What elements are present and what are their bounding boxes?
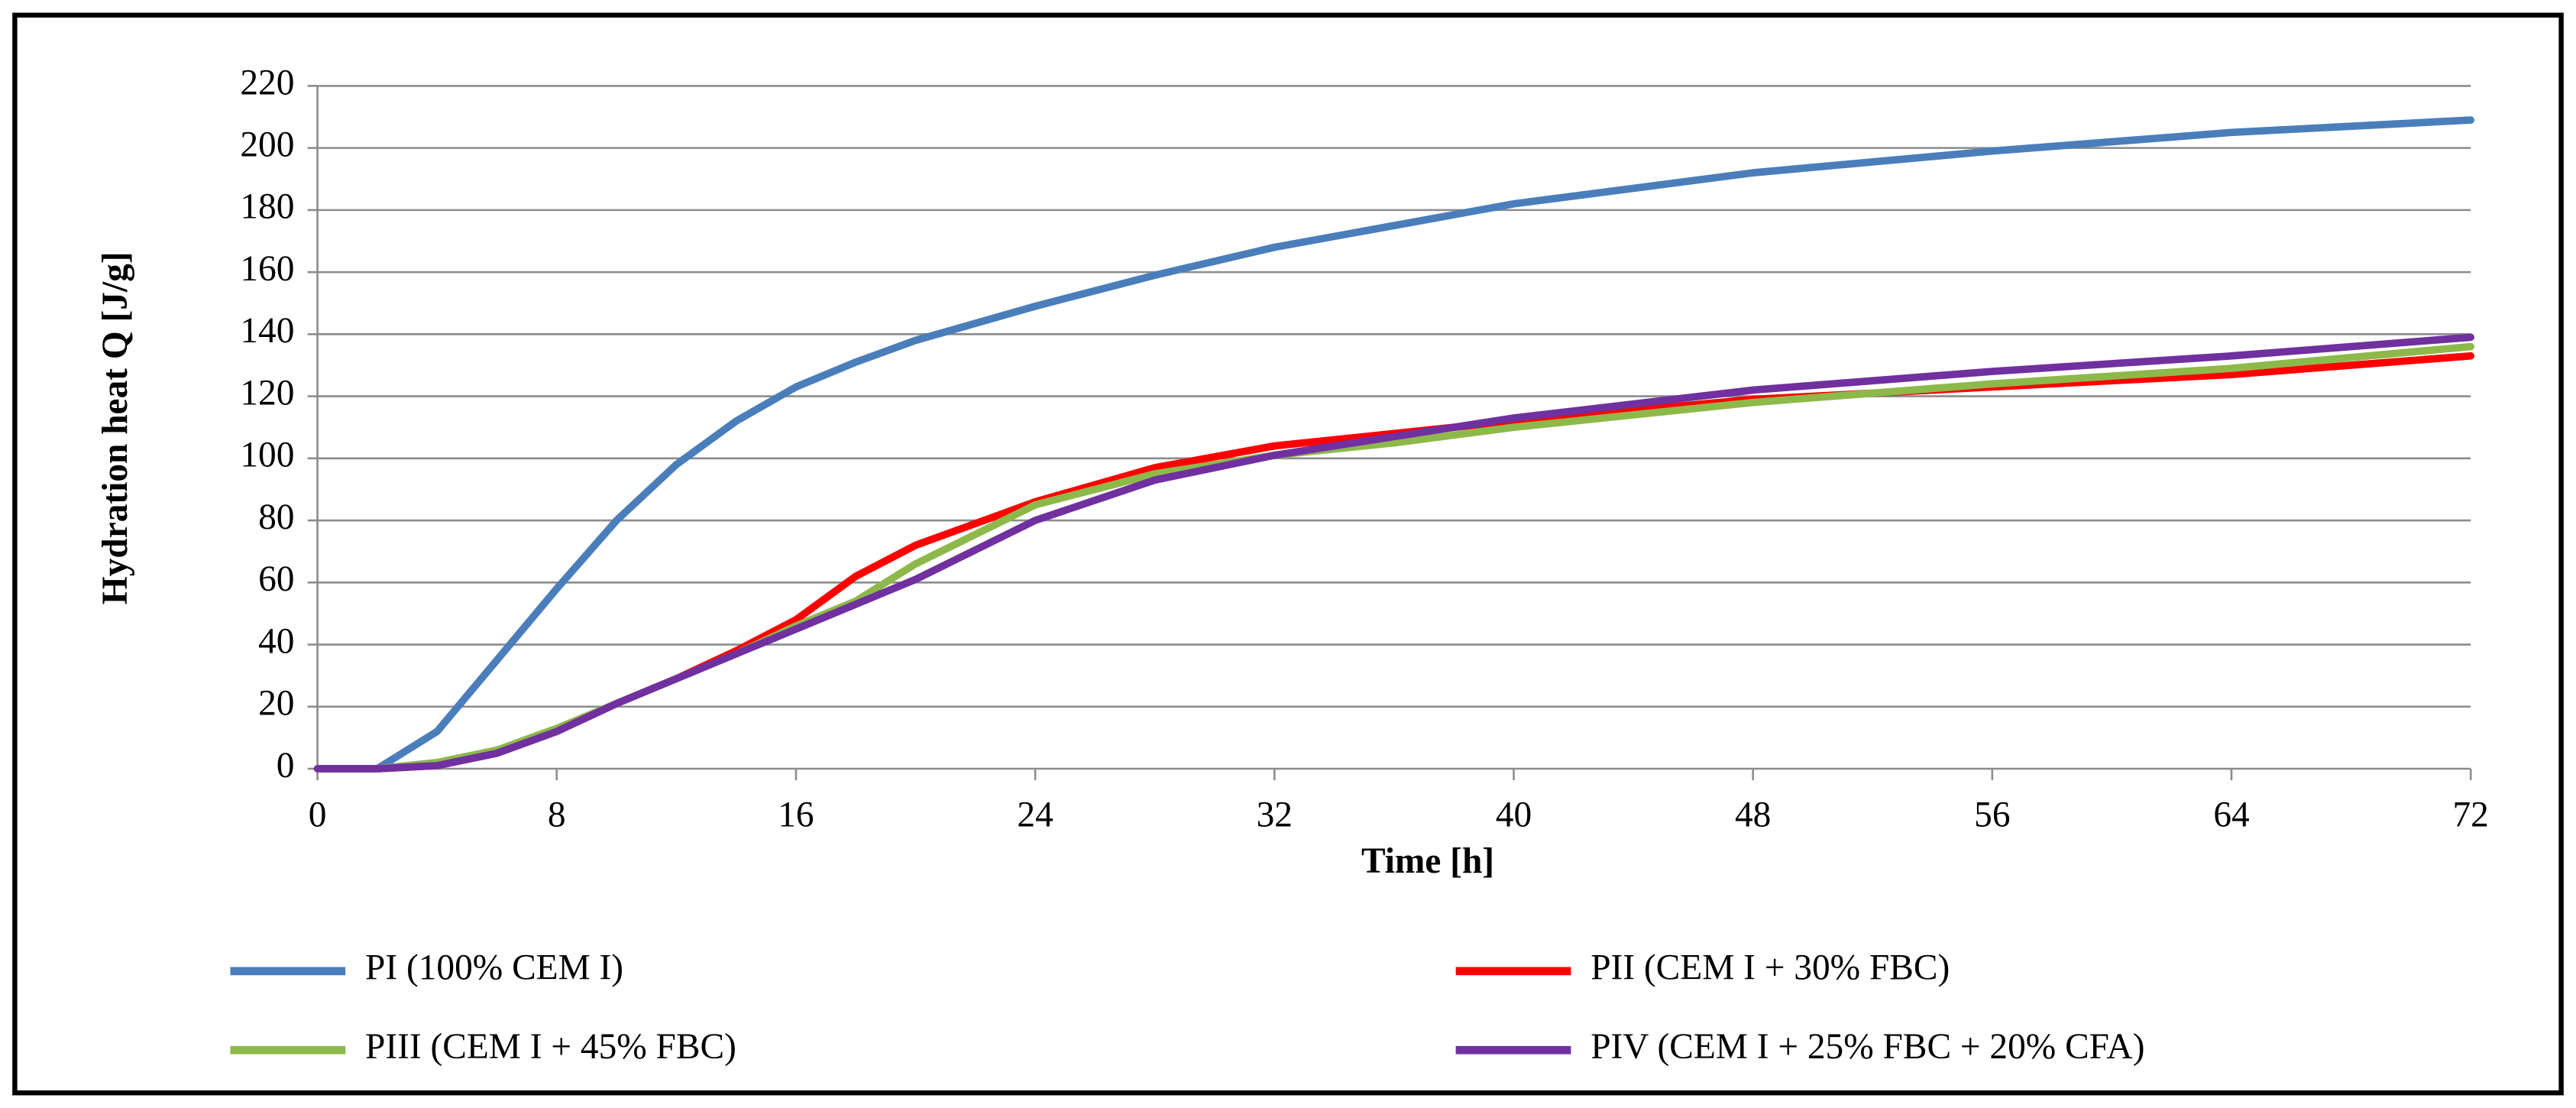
- series-line: [313, 116, 2475, 773]
- y-tick-label: 80: [258, 497, 294, 537]
- x-tick-label: 8: [548, 795, 566, 834]
- series-line: [313, 333, 2475, 773]
- x-tick-label: 64: [2213, 795, 2249, 834]
- x-tick-label: 56: [1974, 795, 2010, 834]
- frame: [12, 12, 2564, 1096]
- y-tick-label: 0: [277, 746, 295, 786]
- legend-label: PII (CEM I + 30% FBC): [1591, 948, 1950, 988]
- y-tick-label: 120: [240, 373, 294, 413]
- x-tick-label: 24: [1017, 795, 1053, 834]
- y-tick-label: 100: [240, 436, 294, 475]
- y-tick-label: 220: [240, 63, 294, 102]
- x-axis-title: Time [h]: [1361, 841, 1494, 881]
- legend-label: PIV (CEM I + 25% FBC + 20% CFA): [1591, 1027, 2144, 1067]
- y-axis-title: Hydration heat Q [J/g]: [95, 251, 135, 604]
- y-tick-label: 140: [240, 311, 294, 351]
- x-tick-label: 72: [2453, 795, 2489, 834]
- x-tick-label: 48: [1735, 795, 1771, 834]
- y-tick-label: 60: [258, 559, 294, 599]
- x-tick-label: 32: [1257, 795, 1293, 834]
- y-tick-label: 180: [240, 187, 294, 227]
- y-tick-label: 160: [240, 249, 294, 289]
- y-tick-label: 20: [258, 684, 294, 724]
- legend-label: PI (100% CEM I): [365, 948, 623, 988]
- y-tick-label: 40: [258, 621, 294, 661]
- y-tick-label: 200: [240, 125, 294, 165]
- x-tick-label: 0: [309, 795, 327, 834]
- x-tick-label: 16: [778, 795, 814, 834]
- legend-label: PIII (CEM I + 45% FBC): [365, 1027, 736, 1067]
- x-tick-label: 40: [1496, 795, 1532, 834]
